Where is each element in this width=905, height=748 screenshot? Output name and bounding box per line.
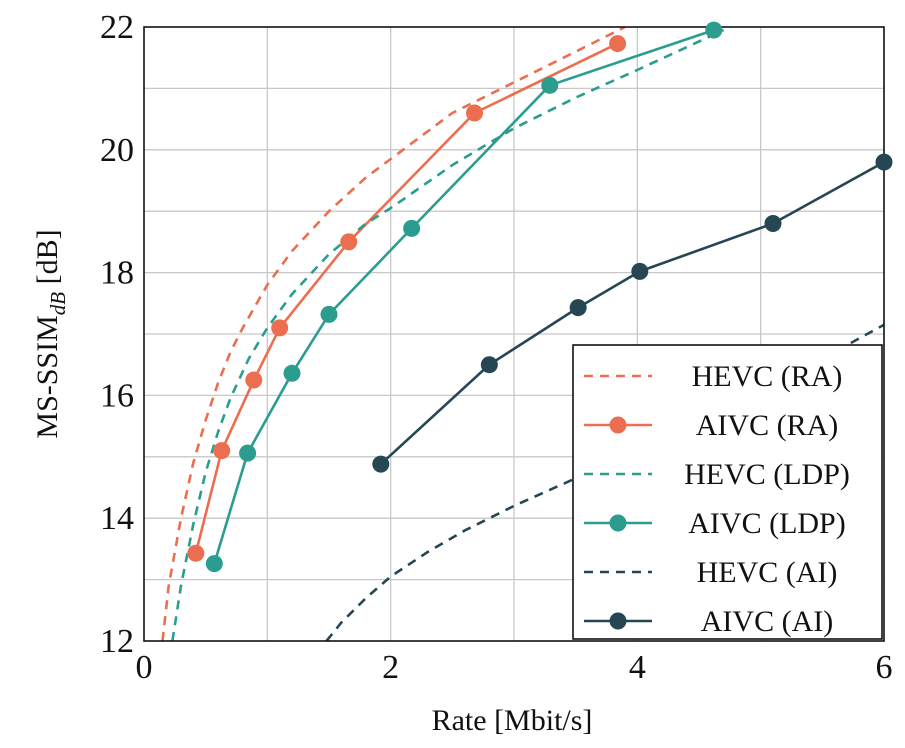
y-axis-label: MS-SSIMdB [dB] xyxy=(31,229,70,438)
data-point xyxy=(245,371,263,389)
data-point xyxy=(764,214,782,232)
y-tick-label: 14 xyxy=(100,500,134,537)
data-point xyxy=(541,76,559,94)
legend-box xyxy=(572,344,883,640)
x-tick-label: 4 xyxy=(629,649,646,686)
y-axis-label-subscript: dB xyxy=(46,292,70,316)
data-point xyxy=(609,35,627,53)
data-point xyxy=(213,442,231,460)
y-axis-label-unit: [dB] xyxy=(31,229,64,292)
tick-labels: 0 2 4 6 12 14 16 18 20 22 xyxy=(100,9,893,686)
data-point xyxy=(187,544,205,562)
legend-label: HEVC (AI) xyxy=(697,556,838,589)
legend-label: HEVC (LDP) xyxy=(684,458,850,491)
data-point xyxy=(239,444,257,462)
data-point xyxy=(403,219,421,237)
legend-marker xyxy=(609,416,627,434)
data-point xyxy=(283,364,301,382)
x-axis-label: Rate [Mbit/s] xyxy=(432,704,593,737)
data-point xyxy=(320,305,338,323)
data-point xyxy=(631,262,649,280)
y-axis-label-main: MS-SSIM xyxy=(31,315,64,438)
y-tick-label: 12 xyxy=(100,623,134,660)
y-tick-label: 18 xyxy=(100,255,134,292)
legend-label: AIVC (RA) xyxy=(696,409,839,442)
y-tick-label: 16 xyxy=(100,377,134,414)
y-tick-label: 20 xyxy=(100,132,134,169)
data-point xyxy=(466,104,484,122)
data-point xyxy=(480,356,498,374)
legend-label: HEVC (RA) xyxy=(692,360,843,393)
data-point xyxy=(340,233,358,251)
grid xyxy=(144,27,884,641)
series-line xyxy=(161,27,626,641)
plot-frame xyxy=(143,26,885,642)
legend-label: AIVC (AI) xyxy=(701,605,833,638)
data-point xyxy=(569,299,587,317)
x-tick-label: 0 xyxy=(136,649,153,686)
legend-marker xyxy=(609,612,627,630)
legend: HEVC (RA) AIVC (RA) HEVC (LDP) AIVC (LDP) HE… xyxy=(572,344,883,640)
x-tick-label: 2 xyxy=(382,649,399,686)
series-line xyxy=(379,160,884,466)
data-point xyxy=(875,153,893,171)
data-point xyxy=(271,319,289,337)
marker-layer xyxy=(187,21,893,573)
data-point xyxy=(205,555,223,573)
y-tick-label: 22 xyxy=(100,9,134,46)
legend-marker xyxy=(609,514,627,532)
series-line xyxy=(171,28,725,641)
legend-label: AIVC (LDP) xyxy=(688,507,846,540)
data-point xyxy=(705,21,723,39)
x-tick-label: 6 xyxy=(876,649,893,686)
data-point xyxy=(372,455,390,473)
